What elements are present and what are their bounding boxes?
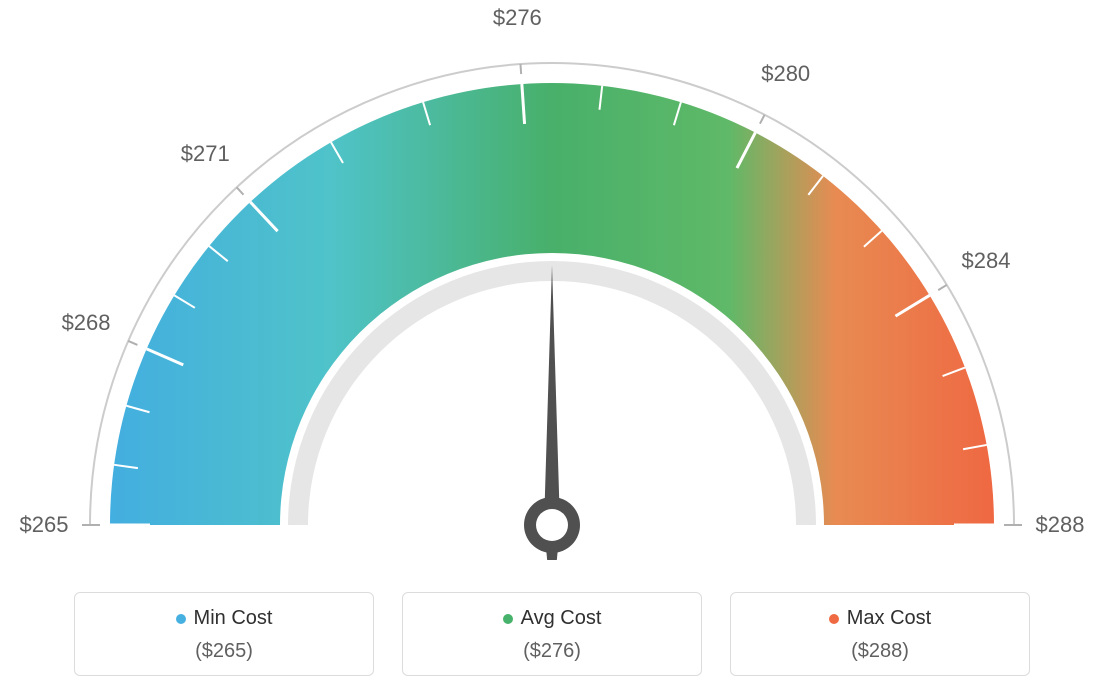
legend-label: Avg Cost xyxy=(521,607,602,630)
legend-label: Max Cost xyxy=(847,607,931,630)
gauge-tick-label: $284 xyxy=(962,248,1011,274)
cost-gauge: $265 $268 $271 $276 $280 $284 $288 xyxy=(0,0,1104,560)
dot-icon xyxy=(503,614,513,624)
legend-card-min: Min Cost ($265) xyxy=(74,592,374,676)
legend-card-max: Max Cost ($288) xyxy=(730,592,1030,676)
legend-card-avg: Avg Cost ($276) xyxy=(402,592,702,676)
gauge-tick-label: $268 xyxy=(62,310,111,336)
legend-title-min: Min Cost xyxy=(176,607,273,630)
legend-row: Min Cost ($265) Avg Cost ($276) Max Cost… xyxy=(0,592,1104,676)
legend-label: Min Cost xyxy=(194,607,273,630)
dot-icon xyxy=(829,614,839,624)
legend-value: ($288) xyxy=(741,640,1019,663)
dot-icon xyxy=(176,614,186,624)
gauge-tick-label: $280 xyxy=(761,61,810,87)
legend-value: ($265) xyxy=(85,640,363,663)
gauge-tick-label: $276 xyxy=(493,5,542,31)
gauge-tick-label: $271 xyxy=(181,141,230,167)
legend-value: ($276) xyxy=(413,640,691,663)
legend-title-max: Max Cost xyxy=(829,607,931,630)
gauge-tick-label: $265 xyxy=(20,512,69,538)
gauge-svg xyxy=(0,0,1104,560)
legend-title-avg: Avg Cost xyxy=(503,607,602,630)
gauge-tick-label: $288 xyxy=(1036,512,1085,538)
